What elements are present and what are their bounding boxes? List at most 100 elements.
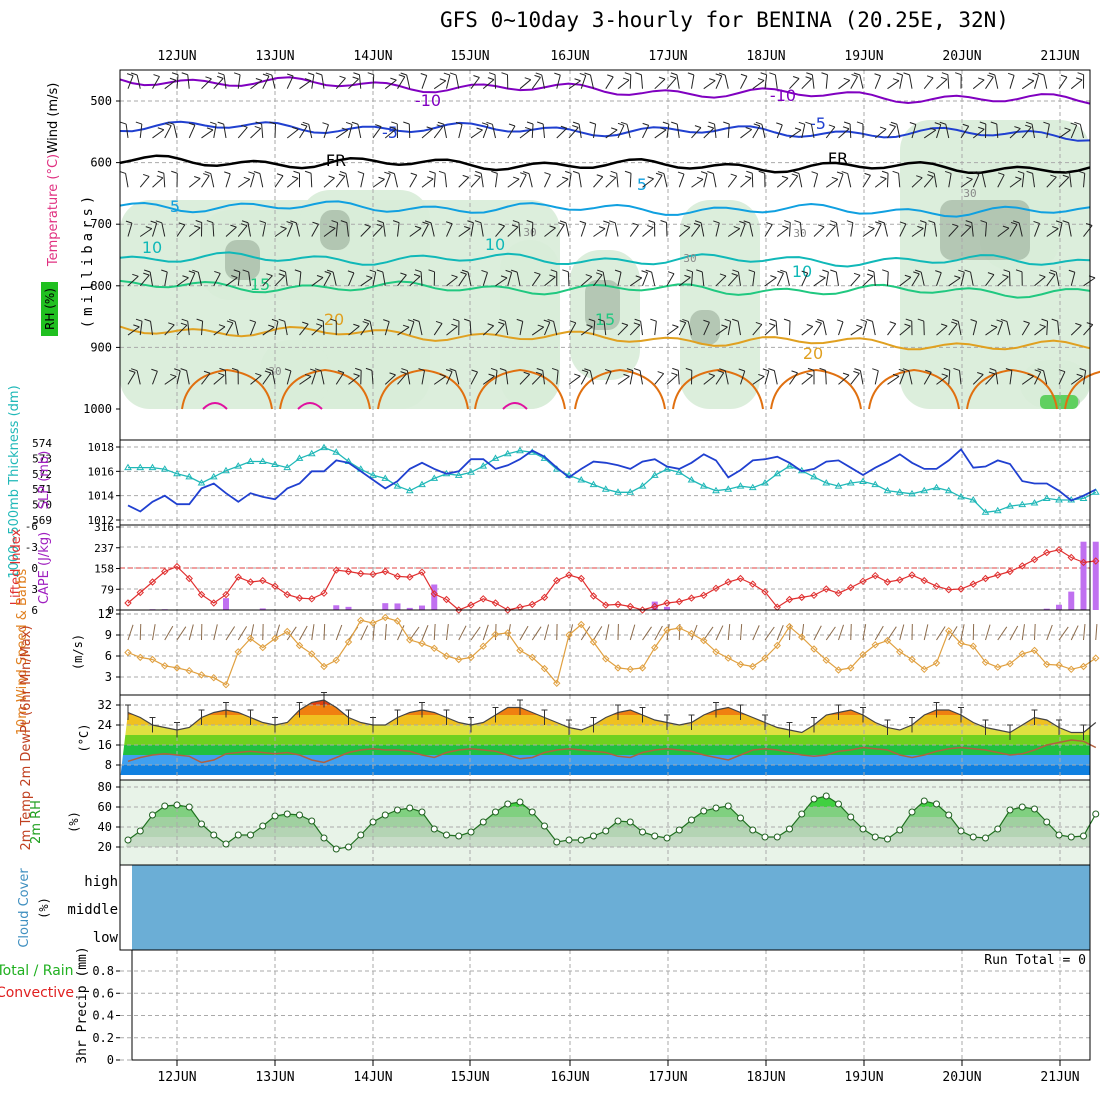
wind-barb [1021, 375, 1034, 385]
wind-barb [960, 125, 970, 139]
wind-barb-10m [923, 624, 929, 641]
wind-barb [360, 226, 371, 237]
wind-barb [773, 370, 778, 385]
wind-barb-flag [279, 269, 286, 273]
wind-barb-flag [648, 220, 655, 223]
wind-barb-flag [1063, 170, 1070, 174]
wind-barb-flag [598, 226, 606, 230]
dewpoint-line [127, 739, 1097, 764]
isotherm-10 [119, 251, 1091, 268]
rh-point [234, 831, 242, 839]
wind-barb-flag [436, 124, 443, 128]
cape-tick-label: 316 [94, 521, 114, 534]
wind-barb-flag [1041, 318, 1048, 322]
wind-barb-flag [864, 172, 871, 176]
wind-barb [397, 373, 407, 385]
wind-barb [960, 272, 965, 286]
wind-barb-flag [407, 319, 415, 323]
wind-barb-flag [579, 220, 586, 224]
wind-barb-10m [960, 624, 965, 641]
wind-barb [617, 79, 630, 90]
wind-barb-flag [976, 171, 983, 175]
wind-barb [801, 78, 812, 90]
wind-barb-flag [791, 370, 798, 374]
wind-label: Wind (m/s) [46, 83, 61, 154]
wind-barb [1046, 274, 1056, 287]
wind-barb [691, 178, 704, 188]
lifted-index-point [932, 582, 941, 590]
wind-barb-flag [481, 269, 488, 273]
wind-barb [1055, 271, 1060, 286]
wind-barb-flag [645, 269, 652, 273]
wind-barb-flag [418, 368, 425, 372]
wind-barb [556, 127, 568, 139]
rh-point [210, 831, 218, 839]
wind-barb [348, 272, 355, 286]
wind-barb-flag [488, 373, 495, 377]
wind-barb-10m [850, 623, 852, 641]
wind-barb-flag [1003, 269, 1010, 273]
thickness-point [405, 486, 414, 494]
wind-barb [775, 321, 778, 336]
rh-point [369, 818, 377, 826]
wind-barb [678, 227, 691, 237]
pressure-tick-label: 800 [90, 279, 112, 293]
wind-barb-flag [830, 269, 837, 273]
wind-barb [176, 74, 179, 89]
wind-barb [125, 173, 129, 188]
wind-barb-flag [708, 373, 715, 377]
cape-tick-label: 79 [101, 583, 114, 596]
wind-barb-flag [721, 324, 728, 328]
wind-barb-flag [677, 171, 685, 175]
wind-speed-point [406, 636, 414, 644]
wind-frame [119, 609, 1091, 696]
wind-barb-flag [723, 121, 730, 125]
lifted-index-point [1092, 557, 1100, 565]
wind-barb [629, 173, 632, 188]
wind-speed-point [308, 650, 316, 658]
wind-barb-flag [758, 170, 765, 174]
wind-barb [213, 78, 224, 90]
cloud-level-label: high [84, 874, 118, 890]
wind-speed-point [210, 673, 218, 682]
wind-barb-flag [353, 373, 360, 377]
rh-point [418, 808, 426, 816]
wind-barb-flag [667, 271, 675, 275]
wind-barb [262, 75, 270, 89]
wind-barb-flag [902, 368, 910, 372]
thickness-point [160, 465, 169, 472]
wind-barb [605, 129, 618, 139]
wind-barb [911, 177, 923, 188]
wind-barb-flag [265, 72, 272, 76]
precip-tick-label: 0 [107, 1053, 114, 1067]
wind-barb-flag [623, 373, 630, 377]
wind-speed-point [467, 653, 475, 662]
wind-barb [862, 228, 875, 237]
wind-barb [531, 326, 545, 336]
rh-point [994, 825, 1002, 833]
wind-barb [1058, 176, 1070, 188]
wind-barb-flag [732, 318, 739, 322]
wind-barb [271, 370, 276, 385]
wind-barb [972, 374, 984, 385]
wind-barb [201, 372, 211, 385]
wind-barb-flag [231, 367, 239, 371]
wind-barb [213, 124, 217, 139]
rh-shade [500, 240, 560, 409]
wind-barb-flag [882, 269, 889, 273]
wind-barb-flag [241, 124, 248, 128]
wind-barb [225, 277, 238, 287]
wind-barb-flag [499, 318, 506, 322]
wind-speed-point [749, 662, 757, 671]
wind-barb [898, 173, 901, 188]
wind-tick-label: 12 [98, 607, 112, 621]
wind-speed-point [675, 624, 683, 632]
cape-bar [223, 598, 229, 610]
wind-barb [1034, 223, 1040, 237]
wind-barb-flag [428, 269, 435, 273]
wind-barb-flag [635, 275, 642, 279]
wind-barb-flag [144, 318, 151, 322]
wind-barb-flag [569, 320, 576, 324]
wind-barb [1069, 173, 1072, 188]
rh-shade-dark [690, 310, 720, 345]
